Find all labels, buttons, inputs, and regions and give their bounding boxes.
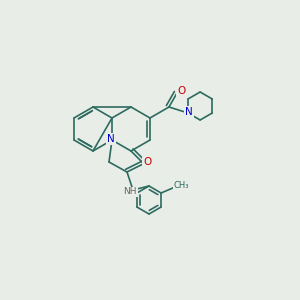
Text: O: O bbox=[177, 86, 185, 96]
Text: N: N bbox=[107, 134, 115, 144]
Text: O: O bbox=[143, 160, 151, 170]
Text: NH: NH bbox=[123, 188, 137, 196]
Text: O: O bbox=[143, 157, 151, 167]
Text: N: N bbox=[185, 107, 193, 117]
Text: CH₃: CH₃ bbox=[173, 181, 189, 190]
